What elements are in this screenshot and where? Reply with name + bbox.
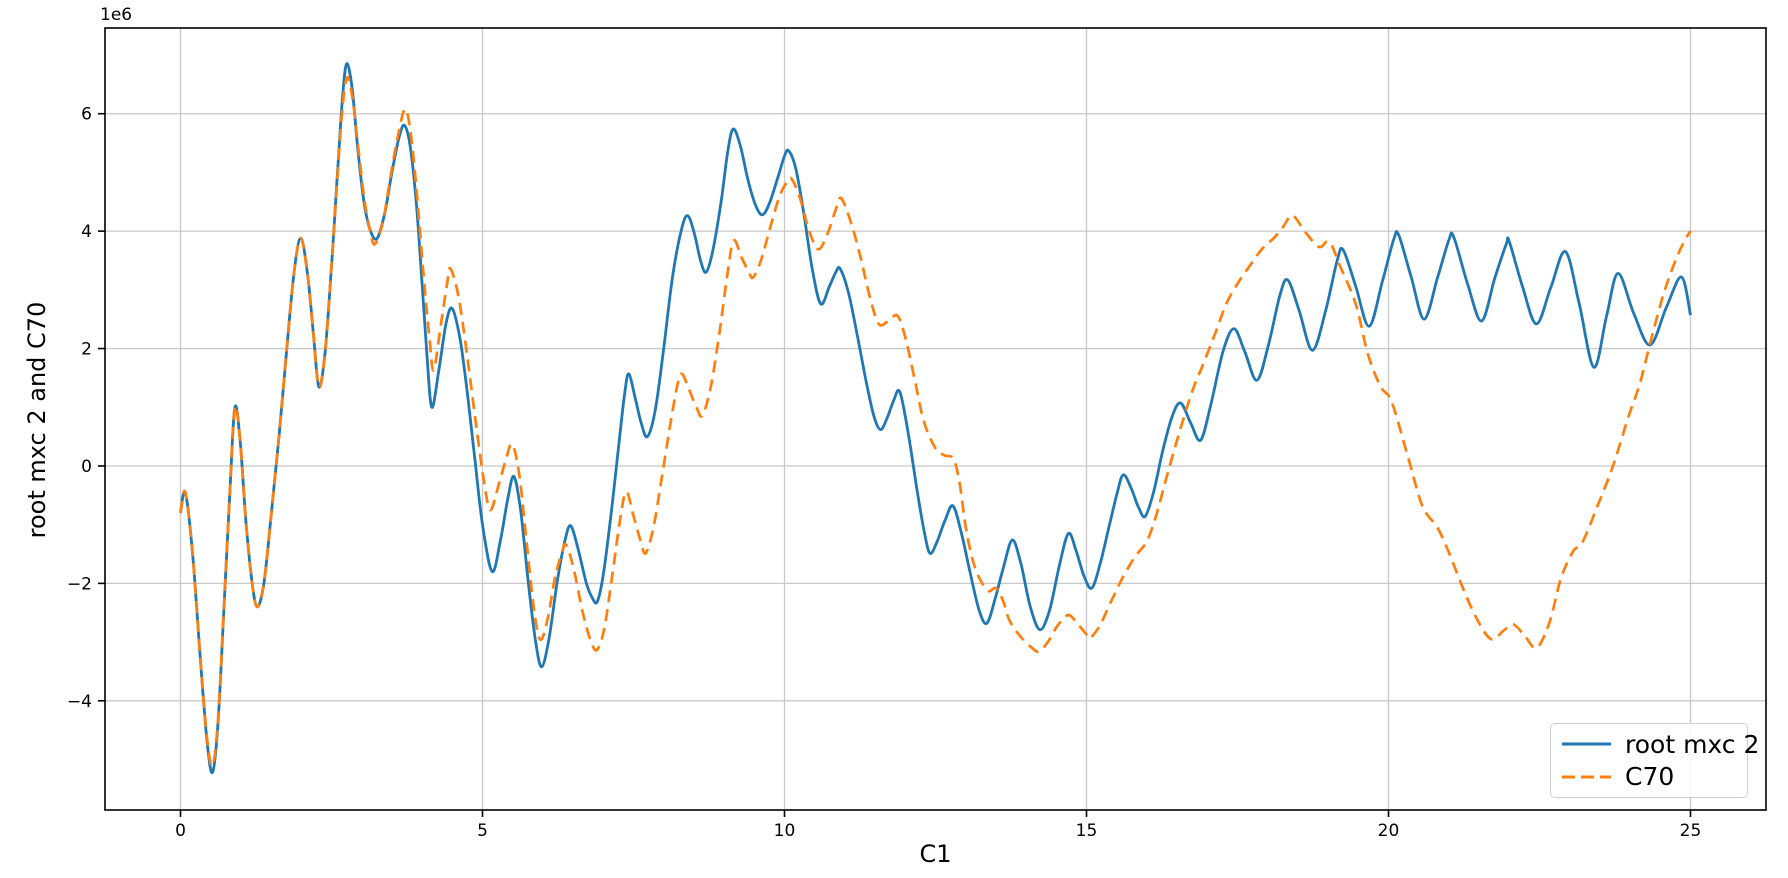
legend-item-c70: C70 bbox=[1561, 761, 1737, 794]
legend: root mxc 2 C70 bbox=[1550, 723, 1759, 798]
y-tick-label: 6 bbox=[81, 105, 92, 125]
legend-label: C70 bbox=[1625, 762, 1675, 792]
x-tick-label: 20 bbox=[1378, 821, 1400, 841]
y-tick-label: 4 bbox=[81, 222, 92, 242]
legend-line-sample-dashed-icon bbox=[1562, 775, 1611, 779]
y-axis-title: root mxc 2 and C70 bbox=[23, 301, 51, 539]
y-tick-label: 2 bbox=[81, 340, 92, 360]
series-line-c70 bbox=[179, 75, 1692, 768]
x-tick-label: 15 bbox=[1076, 821, 1098, 841]
legend-line-sample-solid-icon bbox=[1562, 742, 1611, 746]
x-axis-title: C1 bbox=[919, 840, 952, 868]
series-line-root-mxc-2 bbox=[179, 62, 1692, 775]
plot-frame bbox=[104, 27, 1767, 811]
y-axis-offset-label: 1e6 bbox=[100, 5, 133, 25]
x-tick-label: 10 bbox=[774, 821, 796, 841]
legend-item-root-mxc-2: root mxc 2 bbox=[1561, 728, 1759, 761]
y-tick-label: −2 bbox=[67, 574, 92, 594]
x-tick-label: 0 bbox=[175, 821, 186, 841]
x-tick-label: 5 bbox=[477, 821, 488, 841]
y-tick-label: 0 bbox=[81, 457, 92, 477]
y-tick-label: −4 bbox=[67, 692, 92, 712]
x-tick-label: 25 bbox=[1680, 821, 1702, 841]
legend-label: root mxc 2 bbox=[1625, 729, 1760, 759]
